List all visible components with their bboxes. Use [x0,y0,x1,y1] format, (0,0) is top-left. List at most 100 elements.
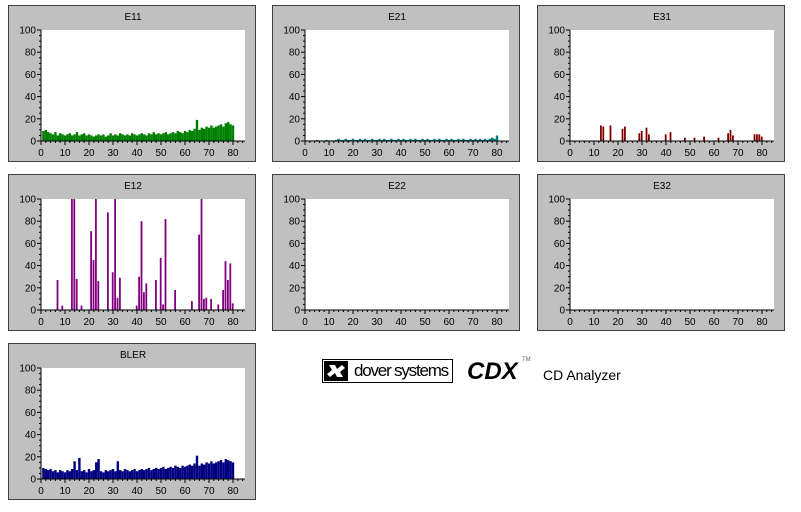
bar [231,125,235,141]
y-tick-label: 0 [294,306,300,317]
x-tick-label: 30 [636,317,648,328]
bar [205,126,208,141]
bar [645,127,648,141]
x-tick-label: 50 [155,148,167,159]
bar [42,131,45,141]
bar [123,469,127,479]
bar [378,138,381,141]
x-tick-label: 40 [131,317,143,328]
bar [457,138,460,141]
bar [476,139,479,141]
y-tick-label: 100 [19,195,36,206]
bar [75,470,79,479]
bar [191,465,194,479]
bar [102,472,105,479]
bar [80,471,83,479]
bar [138,276,140,310]
bar [152,469,155,479]
bar [344,138,347,141]
x-tick-label: 70 [732,148,744,159]
chart-title: E31 [653,12,671,23]
x-tick-label: 0 [38,148,44,159]
bar [54,470,57,479]
x-tick-label: 70 [203,148,215,159]
bar [227,460,230,479]
bar [99,135,103,141]
bar [231,303,234,310]
chart-panel-e31: E31 0 20 40 60 80 100 0 10 20 30 40 50 60 70 80 [537,5,785,162]
bar [212,463,215,479]
y-tick-label: 20 [554,283,566,294]
x-tick-label: 80 [227,317,239,328]
bar [75,278,78,310]
y-tick-label: 20 [25,114,37,125]
x-tick-label: 10 [59,148,71,159]
bar [648,134,650,141]
bar [609,125,612,141]
bar [44,469,47,479]
x-tick-label: 20 [347,148,359,159]
x-tick-label: 40 [131,486,143,497]
bar [107,135,110,141]
bar [390,138,393,141]
bar [145,135,148,141]
bar [443,139,446,141]
bar [758,134,761,141]
bar [97,134,100,141]
bar [753,134,756,141]
chart-svg: E12 0 20 40 60 80 100 0 10 20 30 40 50 60 70 80 [19,181,245,328]
bar [335,139,338,141]
bar [431,139,434,141]
bar [87,134,91,141]
x-tick-label: 0 [567,148,573,159]
x-tick-label: 50 [684,317,696,328]
bar [114,471,117,479]
bar [61,305,64,310]
bar [116,297,119,310]
x-tick-label: 20 [83,148,95,159]
bar [51,471,55,479]
bar [207,463,211,479]
bar [179,467,182,479]
bar [135,305,138,310]
bar [143,134,146,141]
bar [155,467,158,479]
plot-area [41,30,245,141]
bar [71,199,73,310]
bar [368,139,371,141]
bar [157,133,160,141]
bar [347,139,350,141]
bar [104,136,107,141]
bar [205,297,208,310]
y-tick-label: 80 [554,48,566,59]
bar [78,457,81,479]
x-tick-label: 40 [395,317,407,328]
bar [212,127,215,141]
bar [119,277,121,310]
bar [392,139,395,141]
bar [75,132,79,141]
bar [452,139,455,141]
bar [224,123,227,141]
bar [227,122,230,141]
bar [150,134,153,141]
bar [395,139,398,141]
y-tick-label: 60 [25,70,37,81]
bar [85,135,88,141]
y-tick-label: 20 [25,452,37,463]
bar [486,139,489,141]
y-tick-label: 100 [283,195,300,206]
bar [174,290,176,310]
bar [419,139,422,141]
bar [342,139,345,141]
bar [66,470,69,479]
y-tick-label: 80 [25,48,37,59]
bar [116,135,119,141]
bar [423,139,427,141]
bar [215,126,218,141]
bar [231,462,235,479]
bar [200,199,203,310]
bar [138,470,141,479]
bar [349,139,352,141]
bar [114,199,116,310]
